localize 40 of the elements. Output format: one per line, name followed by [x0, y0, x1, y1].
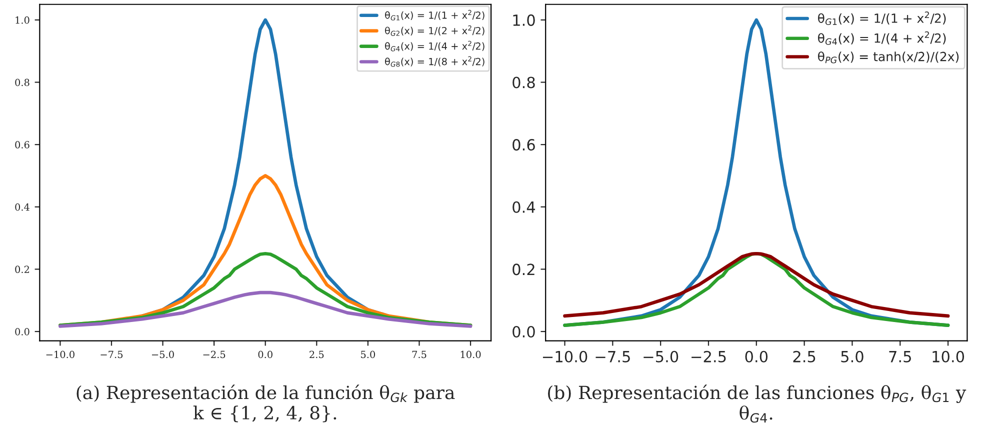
y-tick-label: 0.8: [512, 76, 535, 88]
x-tick-label: 2.5: [310, 350, 324, 358]
legend-label: θ$_{G8}$(x) = 1/(8 + x$^{2}$/2): [385, 56, 484, 67]
x-tick-label: 0.0: [745, 350, 768, 362]
legend-label: θ$_{G4}$(x) = 1/(4 + x$^{2}$/2): [385, 40, 484, 52]
y-tick-label: 1.0: [16, 16, 30, 24]
y-tick-label: 0.6: [15, 141, 30, 148]
x-tick-label: −5.0: [644, 350, 678, 362]
y-tick-label: 1.0: [513, 14, 535, 26]
x-tick-label: 0.0: [258, 350, 272, 358]
x-tick-label: −7.5: [596, 351, 630, 362]
x-tick-label: 5.0: [841, 350, 864, 362]
x-tick-label: 10.0: [932, 350, 964, 362]
y-tick-label: 0.0: [512, 326, 535, 338]
y-tick-label: 0.8: [15, 78, 30, 86]
legend-label: θ$_{G2}$(x) = 1/(2 + x$^{2}$/2): [385, 25, 484, 36]
x-tick-label: −2.5: [203, 350, 226, 358]
line-series: [58, 290, 472, 328]
y-tick-label: 0.2: [15, 266, 30, 274]
x-tick-label: −10.0: [46, 350, 74, 358]
x-tick-label: −10.0: [542, 350, 588, 362]
y-tick-label: 0.6: [512, 139, 535, 151]
legend-label: θ$_{G1}$(x) = 1/(1 + x$^{2}$/2): [818, 12, 946, 25]
x-tick-label: 5.0: [361, 350, 376, 358]
legend-label: θ$_{G4}$(x) = 1/(4 + x$^{2}$/2): [818, 31, 946, 45]
x-tick-label: 10.0: [460, 350, 481, 358]
y-tick-label: 0.0: [15, 328, 30, 336]
y-tick-label: 0.2: [512, 264, 534, 276]
x-tick-label: 2.5: [793, 350, 816, 362]
y-tick-label: 0.4: [512, 201, 536, 213]
x-tick-label: 7.5: [889, 351, 911, 362]
x-tick-label: −2.5: [692, 350, 726, 362]
legend-label: θ$_{PG}$(x) = tanh(x/2)/(2x): [818, 51, 959, 64]
x-tick-label: −5.0: [152, 350, 174, 358]
x-tick-label: −7.5: [100, 350, 123, 358]
chart-title: (a) Representación de la función θ$_{Gk}$ para k ∈ {1, 2, 4, 8}.: [76, 384, 455, 422]
y-tick-label: 0.4: [15, 203, 30, 211]
x-tick-label: 7.5: [412, 350, 426, 358]
chart-title: (b) Representación de las funciones θ$_{PG}$, θ$_{G1}$ y θ$_{G4}$.: [548, 384, 966, 423]
legend-label: θ$_{G1}$(x) = 1/(1 + x$^{2}$/2): [385, 10, 484, 20]
